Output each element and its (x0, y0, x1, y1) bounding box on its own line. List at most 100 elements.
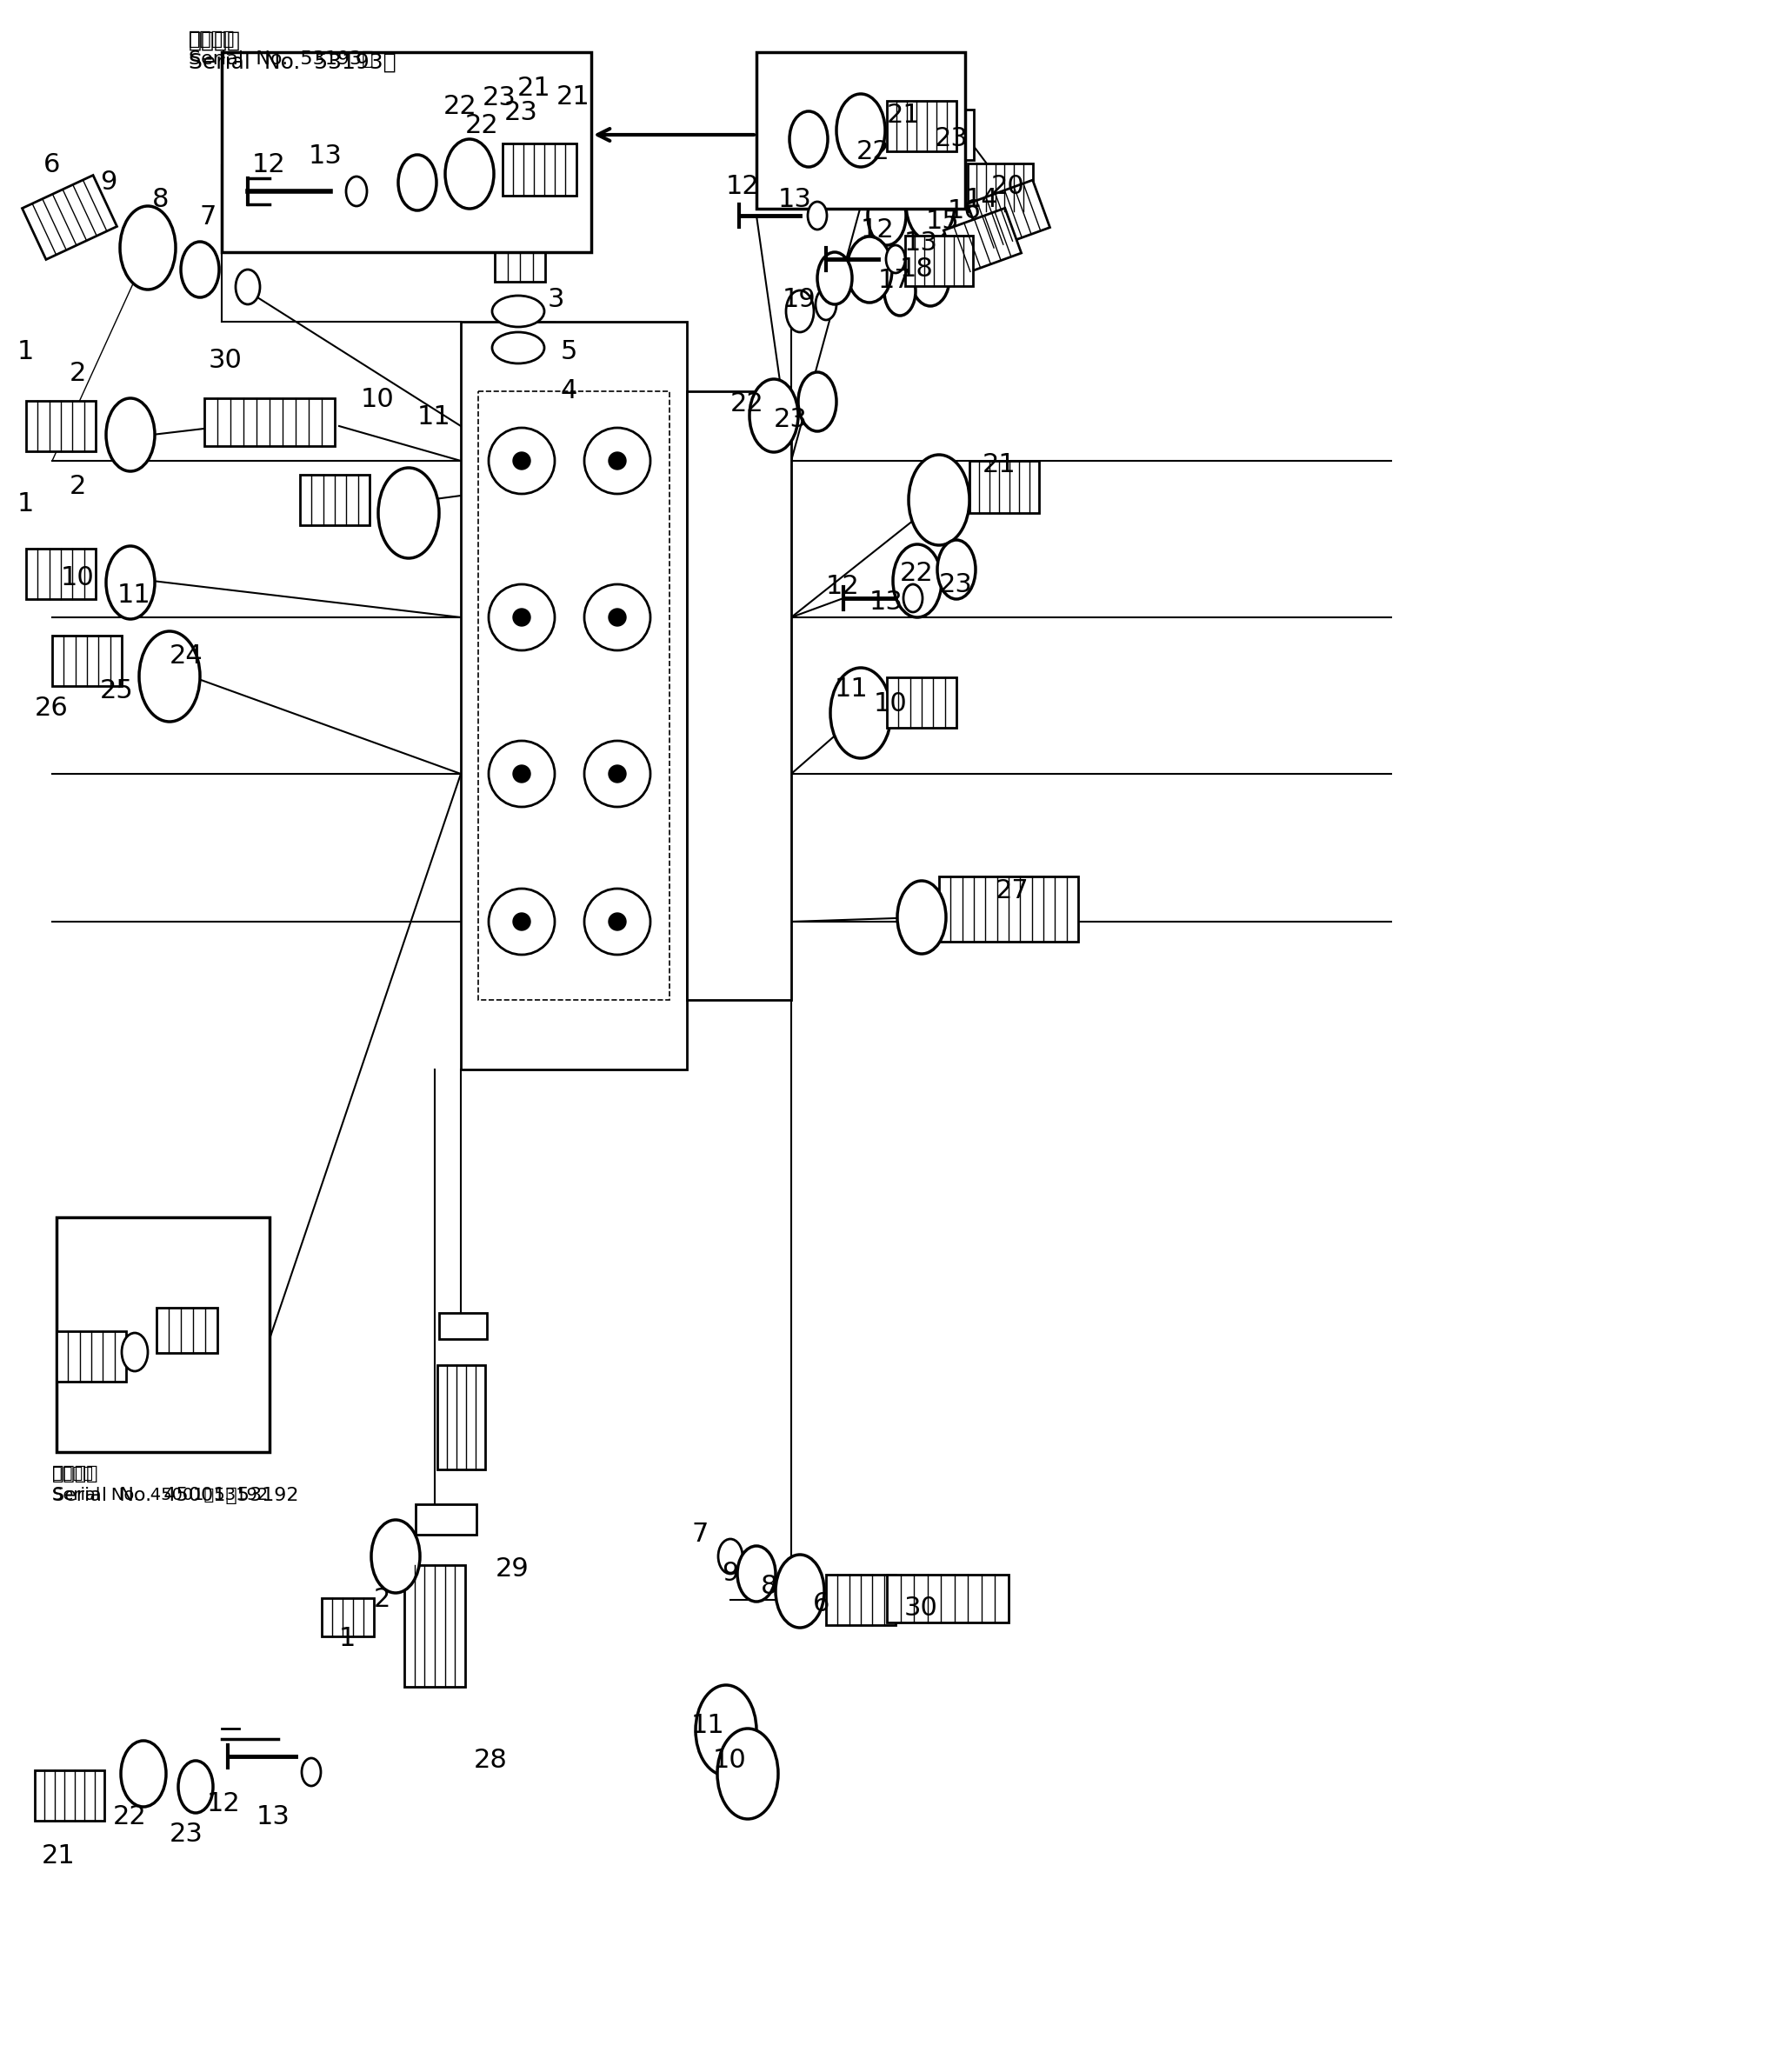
Bar (502, 143, 575, 195)
Ellipse shape (749, 379, 797, 452)
Bar (905, 110, 973, 160)
Text: 26: 26 (34, 696, 68, 721)
Ellipse shape (719, 1539, 742, 1575)
Text: 22: 22 (443, 93, 477, 118)
Ellipse shape (106, 398, 154, 470)
Text: 2: 2 (70, 474, 86, 499)
Bar (969, 460, 1039, 514)
Text: 21: 21 (887, 104, 921, 128)
Bar (222, 52, 591, 253)
Text: 適用号機: 適用号機 (188, 31, 240, 52)
Ellipse shape (489, 889, 556, 955)
Text: 13: 13 (308, 143, 342, 168)
Ellipse shape (846, 112, 894, 184)
Ellipse shape (892, 545, 941, 617)
Ellipse shape (120, 205, 176, 290)
Bar (887, 1575, 1009, 1622)
Text: 2: 2 (70, 361, 86, 385)
Text: 2: 2 (375, 1587, 391, 1612)
Ellipse shape (737, 1546, 776, 1602)
Bar (405, 1564, 466, 1687)
Ellipse shape (181, 242, 219, 298)
Circle shape (609, 914, 625, 930)
Bar (887, 102, 957, 151)
Text: 適用号機: 適用号機 (52, 1465, 99, 1481)
Text: 13: 13 (256, 1805, 290, 1830)
Ellipse shape (378, 468, 439, 557)
Bar (439, 1314, 487, 1339)
Text: 9: 9 (722, 1560, 738, 1585)
Ellipse shape (584, 742, 650, 806)
Text: 10: 10 (360, 387, 394, 412)
Ellipse shape (787, 290, 814, 332)
Bar (156, 1307, 217, 1353)
Bar (52, 636, 122, 686)
Ellipse shape (717, 1728, 778, 1819)
Ellipse shape (398, 155, 437, 211)
Text: 5: 5 (561, 340, 577, 365)
Bar (939, 876, 1079, 941)
Ellipse shape (848, 236, 892, 303)
Bar (57, 1330, 125, 1382)
Ellipse shape (177, 1761, 213, 1813)
Bar (968, 164, 1032, 211)
Ellipse shape (444, 139, 495, 209)
Text: 8: 8 (762, 1575, 778, 1600)
Text: 12: 12 (726, 174, 760, 199)
Text: 22: 22 (731, 392, 763, 416)
Ellipse shape (584, 889, 650, 955)
Text: 6: 6 (814, 1591, 830, 1616)
Bar (416, 1504, 477, 1535)
Text: 4: 4 (561, 379, 577, 404)
Ellipse shape (140, 632, 201, 721)
Text: 10: 10 (874, 692, 907, 717)
Ellipse shape (837, 93, 885, 168)
Text: 25: 25 (100, 678, 134, 702)
Text: Serial  No.  53193～: Serial No. 53193～ (188, 50, 373, 68)
Circle shape (609, 765, 625, 783)
Text: 23: 23 (504, 99, 538, 124)
Bar (461, 321, 686, 1069)
Ellipse shape (815, 126, 853, 186)
Text: 21: 21 (982, 452, 1016, 477)
Text: 14: 14 (966, 186, 998, 211)
Text: 13: 13 (869, 591, 903, 615)
Text: 12: 12 (253, 151, 287, 178)
Circle shape (513, 609, 530, 626)
Text: 3: 3 (548, 286, 564, 313)
Circle shape (513, 765, 530, 783)
Text: 適用号機: 適用号機 (188, 31, 235, 48)
Text: 23: 23 (774, 406, 808, 433)
Bar (826, 1575, 896, 1624)
Ellipse shape (898, 881, 946, 953)
Text: 22: 22 (113, 1805, 147, 1830)
Ellipse shape (489, 742, 556, 806)
Bar (686, 392, 792, 1001)
Bar (204, 398, 335, 445)
Circle shape (609, 609, 625, 626)
Ellipse shape (493, 296, 545, 327)
Ellipse shape (885, 244, 905, 274)
Text: 適用号機: 適用号機 (52, 1465, 93, 1481)
Ellipse shape (584, 584, 650, 651)
Text: 28: 28 (473, 1747, 507, 1774)
Ellipse shape (120, 1740, 167, 1807)
Ellipse shape (808, 201, 826, 230)
Text: 11: 11 (692, 1714, 726, 1738)
Bar (323, 1598, 375, 1637)
Ellipse shape (301, 1759, 321, 1786)
Text: 12: 12 (826, 574, 860, 599)
Text: 22: 22 (466, 114, 498, 139)
Text: 10: 10 (713, 1747, 747, 1774)
Text: 17: 17 (878, 267, 912, 292)
Text: 22: 22 (857, 139, 891, 164)
Text: 7: 7 (692, 1521, 708, 1548)
Ellipse shape (883, 267, 916, 315)
Bar (905, 236, 973, 286)
Text: 29: 29 (496, 1556, 529, 1581)
Text: 12: 12 (206, 1790, 240, 1817)
Ellipse shape (909, 454, 969, 545)
Bar (944, 207, 1021, 276)
Bar (57, 1216, 269, 1452)
Text: 30: 30 (208, 348, 242, 373)
